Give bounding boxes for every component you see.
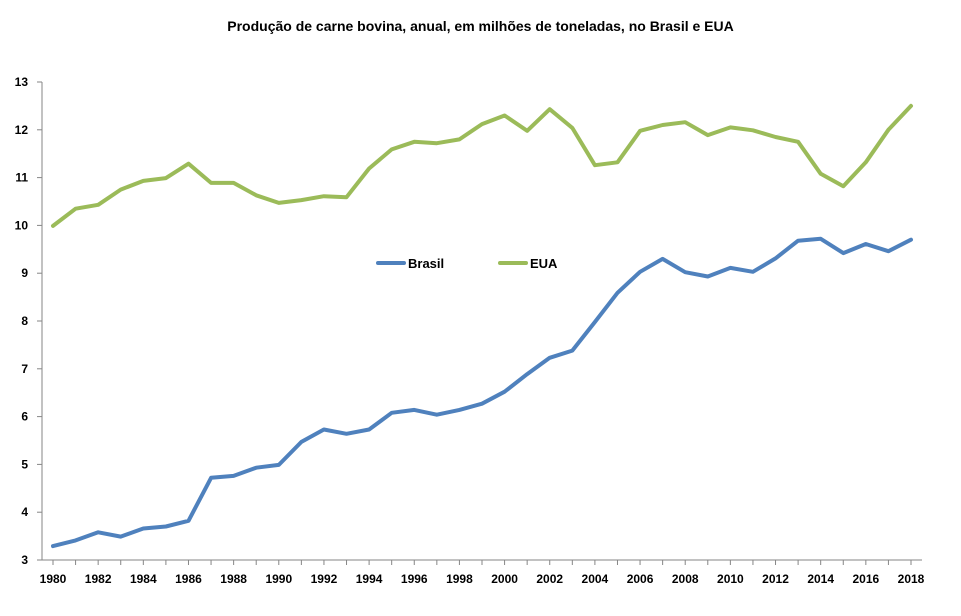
axes: 3 4 5 6 7 8 9 10 11 12 13 1980 1982 1984 1986 1988 1990 1…: [15, 75, 925, 586]
legend: Brasil EUA: [376, 256, 558, 271]
y-tick-label: 3: [21, 553, 28, 567]
x-tick-label: 1982: [85, 572, 112, 586]
series-line-eua: [51, 103, 913, 228]
x-tick-label: 2014: [807, 572, 834, 586]
legend-label-eua: EUA: [530, 256, 558, 271]
legend-label-brasil: Brasil: [408, 256, 444, 271]
chart-title: Produção de carne bovina, anual, em milh…: [227, 18, 734, 34]
x-tick-label: 2018: [898, 572, 925, 586]
y-tick-label: 7: [21, 362, 28, 376]
x-tick-label: 2008: [672, 572, 699, 586]
x-tick-label: 2000: [491, 572, 518, 586]
x-tick-label: 1990: [265, 572, 292, 586]
x-tick-label: 1994: [356, 572, 383, 586]
x-tick-label: 2016: [852, 572, 879, 586]
y-tick-label: 11: [15, 171, 28, 185]
series-lines: [51, 103, 913, 549]
x-tick-label: 1992: [311, 572, 338, 586]
y-tick-label: 12: [15, 123, 29, 137]
x-tick-label: 1998: [446, 572, 473, 586]
x-tick-label: 1986: [175, 572, 202, 586]
x-tick-label: 2002: [536, 572, 563, 586]
x-tick-label: 2004: [582, 572, 609, 586]
x-tick-label: 1988: [220, 572, 247, 586]
y-tick-label: 10: [15, 218, 29, 232]
x-tick-label: 1984: [130, 572, 157, 586]
x-tick-label: 1980: [40, 572, 67, 586]
y-tick-label: 5: [21, 457, 28, 471]
y-tick-label: 13: [15, 75, 29, 89]
y-tick-label: 6: [21, 410, 28, 424]
x-tick-label: 1996: [401, 572, 428, 586]
y-tick-label: 4: [21, 505, 28, 519]
x-tick-label: 2010: [717, 572, 744, 586]
series-line-brasil: [51, 236, 913, 549]
y-tick-label: 9: [21, 266, 28, 280]
y-tick-label: 8: [21, 314, 28, 328]
x-tick-label: 2012: [762, 572, 789, 586]
x-tick-label: 2006: [627, 572, 654, 586]
